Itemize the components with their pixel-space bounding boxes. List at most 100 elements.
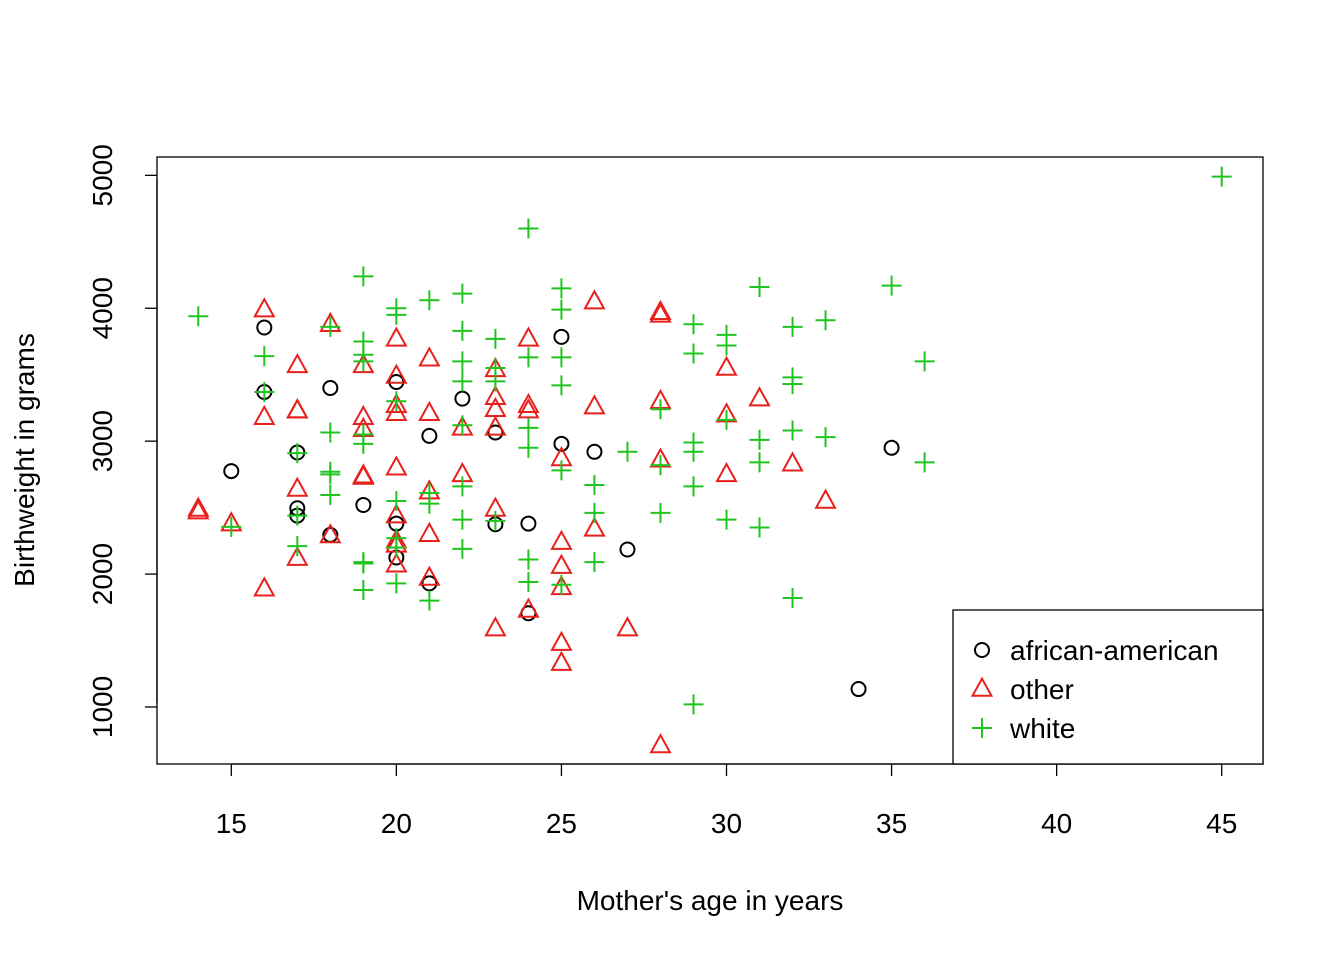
x-axis: 15 20 25 30 35 40 45 [216, 763, 1237, 839]
data-point-white [353, 580, 374, 601]
data-point-white [353, 553, 374, 574]
x-tick-label: 40 [1041, 808, 1072, 839]
data-point-other [715, 355, 738, 376]
data-point-white [551, 375, 572, 396]
data-point-white [650, 502, 671, 523]
data-point-white [716, 335, 737, 356]
data-point-white [815, 427, 836, 448]
legend-marker-white [972, 718, 992, 738]
data-point-white [881, 275, 902, 296]
data-point-white [782, 316, 803, 337]
data-point-other [814, 488, 837, 509]
y-axis: 1000 2000 3000 4000 5000 [87, 144, 158, 738]
legend-item-african-american: african-american [974, 635, 1219, 666]
data-point-white [419, 590, 440, 611]
x-tick-label: 15 [216, 808, 247, 839]
data-point-white [353, 266, 374, 287]
data-point-other [253, 297, 276, 318]
data-point-other [583, 516, 606, 537]
data-point-african-american [520, 515, 537, 532]
data-point-other [517, 597, 540, 618]
data-point-other [484, 616, 507, 637]
data-point-white [320, 484, 341, 505]
data-point-white [584, 475, 605, 496]
y-tick-label: 1000 [87, 676, 118, 738]
legend-item-white: white [972, 713, 1075, 744]
data-point-white [254, 381, 275, 402]
data-point-other [352, 464, 375, 485]
data-point-white [914, 351, 935, 372]
data-point-white [584, 552, 605, 573]
data-point-african-american [586, 443, 603, 460]
data-point-white [320, 422, 341, 443]
data-point-white [551, 278, 572, 299]
data-point-white [452, 415, 473, 436]
data-point-white [518, 347, 539, 368]
data-point-white [287, 536, 308, 557]
x-tick-label: 20 [381, 808, 412, 839]
data-point-white [650, 455, 671, 476]
data-point-other [385, 392, 408, 414]
data-point-white [683, 314, 704, 335]
data-point-other [385, 503, 408, 524]
data-point-white [782, 420, 803, 441]
data-point-other [253, 576, 276, 597]
data-point-white [749, 452, 770, 473]
data-point-white [188, 306, 209, 327]
data-point-other [517, 392, 540, 414]
data-point-white [221, 516, 242, 537]
data-point-african-american [883, 439, 900, 456]
data-point-white [386, 490, 407, 511]
data-point-white [518, 572, 539, 593]
data-point-other [649, 733, 672, 754]
data-point-other [484, 415, 507, 436]
data-point-other [385, 326, 408, 347]
legend-label: white [1009, 713, 1075, 744]
data-point-other [418, 565, 441, 586]
y-tick-label: 4000 [87, 277, 118, 339]
data-point-white [650, 399, 671, 420]
data-point-other [715, 461, 738, 483]
y-axis-label: Birthweight in grams [9, 333, 40, 587]
data-point-white [419, 493, 440, 514]
data-point-white [617, 441, 638, 462]
legend-label: other [1010, 674, 1074, 705]
data-point-white [419, 290, 440, 311]
legend-label: african-american [1010, 635, 1219, 666]
data-point-white [452, 538, 473, 559]
data-point-other [418, 521, 441, 542]
data-point-other [286, 352, 309, 374]
data-point-white [716, 409, 737, 430]
data-point-white [749, 517, 770, 538]
data-point-other [418, 400, 441, 422]
y-tick-label: 2000 [87, 543, 118, 605]
data-point-other [583, 394, 606, 415]
series-other [187, 289, 837, 754]
data-point-white [320, 464, 341, 485]
legend-item-other: other [970, 674, 1074, 705]
data-point-other [187, 496, 210, 517]
data-point-white [914, 452, 935, 473]
data-point-white [386, 537, 407, 558]
data-point-white [452, 509, 473, 530]
x-tick-label: 30 [711, 808, 742, 839]
data-point-other [352, 352, 375, 374]
data-point-african-american [421, 427, 438, 444]
data-point-other [484, 384, 507, 406]
data-point-other [418, 346, 441, 367]
x-tick-label: 45 [1206, 808, 1237, 839]
data-point-african-american [850, 681, 867, 698]
data-point-white [683, 343, 704, 364]
data-point-african-american [223, 463, 240, 480]
series-white [188, 166, 1232, 715]
x-tick-label: 25 [546, 808, 577, 839]
data-point-african-american [619, 541, 636, 558]
data-point-white [452, 320, 473, 341]
legend-marker-african-american [974, 642, 990, 658]
data-point-white [452, 476, 473, 497]
data-point-other [286, 398, 309, 419]
data-point-white [287, 505, 308, 526]
legend-box [952, 609, 1264, 765]
data-point-african-american [421, 575, 438, 592]
data-point-white [683, 476, 704, 497]
